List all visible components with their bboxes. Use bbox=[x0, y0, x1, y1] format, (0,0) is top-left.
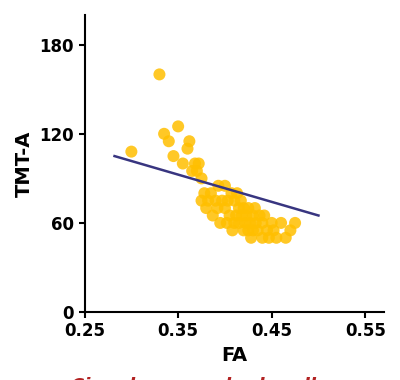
Point bbox=[282, 235, 289, 241]
Point bbox=[212, 198, 219, 204]
Point bbox=[254, 227, 261, 233]
Point bbox=[194, 168, 200, 174]
Point bbox=[252, 205, 258, 211]
Point bbox=[234, 190, 240, 196]
Y-axis label: TMT-A: TMT-A bbox=[15, 130, 34, 197]
Point bbox=[245, 205, 252, 211]
Point bbox=[184, 146, 191, 152]
Point bbox=[222, 205, 228, 211]
Point bbox=[266, 235, 272, 241]
Point bbox=[273, 235, 280, 241]
Point bbox=[287, 227, 294, 233]
Point bbox=[201, 190, 208, 196]
Point bbox=[189, 168, 195, 174]
Point bbox=[231, 220, 238, 226]
Point bbox=[198, 175, 205, 181]
Point bbox=[233, 212, 239, 218]
Point bbox=[236, 220, 242, 226]
Point bbox=[219, 198, 225, 204]
Point bbox=[208, 190, 214, 196]
Point bbox=[180, 160, 186, 166]
Point bbox=[228, 190, 235, 196]
Point bbox=[196, 160, 202, 166]
Point bbox=[236, 205, 242, 211]
Point bbox=[192, 160, 198, 166]
Point bbox=[224, 220, 230, 226]
Point bbox=[248, 235, 254, 241]
Text: Cingulum-angular bundle: Cingulum-angular bundle bbox=[71, 377, 329, 380]
Point bbox=[222, 183, 228, 189]
Point bbox=[240, 205, 247, 211]
Point bbox=[226, 212, 233, 218]
Point bbox=[214, 205, 221, 211]
Point bbox=[210, 212, 216, 218]
Point bbox=[203, 205, 210, 211]
Point bbox=[170, 153, 177, 159]
Point bbox=[205, 198, 211, 204]
Point bbox=[264, 227, 270, 233]
Point bbox=[240, 227, 247, 233]
Point bbox=[238, 212, 245, 218]
Point bbox=[128, 149, 134, 155]
Point bbox=[259, 220, 266, 226]
Point bbox=[242, 220, 249, 226]
Point bbox=[245, 227, 252, 233]
Point bbox=[231, 198, 238, 204]
Point bbox=[270, 227, 277, 233]
Point bbox=[198, 198, 205, 204]
Point bbox=[217, 220, 224, 226]
Point bbox=[243, 212, 250, 218]
Point bbox=[250, 227, 256, 233]
Point bbox=[215, 183, 222, 189]
Point bbox=[256, 212, 263, 218]
Point bbox=[247, 220, 253, 226]
Point bbox=[278, 220, 284, 226]
Point bbox=[161, 131, 167, 137]
Point bbox=[252, 220, 259, 226]
Point bbox=[229, 227, 236, 233]
Point bbox=[250, 212, 256, 218]
Point bbox=[186, 138, 192, 144]
Point bbox=[224, 198, 231, 204]
Point bbox=[292, 220, 298, 226]
Point bbox=[238, 198, 244, 204]
Point bbox=[166, 138, 172, 144]
Point bbox=[268, 220, 275, 226]
X-axis label: FA: FA bbox=[221, 346, 247, 365]
Point bbox=[156, 71, 163, 78]
Point bbox=[259, 235, 266, 241]
Point bbox=[261, 212, 268, 218]
Point bbox=[175, 124, 181, 130]
